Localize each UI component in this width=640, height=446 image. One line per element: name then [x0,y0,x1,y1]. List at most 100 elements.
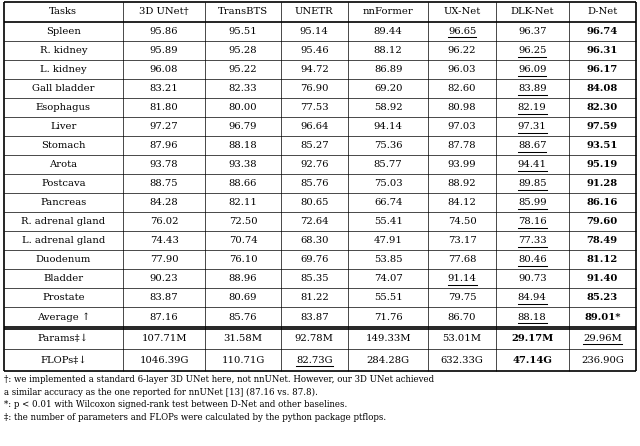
Text: 82.11: 82.11 [228,198,257,207]
Text: 96.31: 96.31 [587,46,618,55]
Text: 53.85: 53.85 [374,255,403,264]
Text: R. adrenal gland: R. adrenal gland [21,217,106,226]
Text: 29.96M: 29.96M [583,334,621,343]
Text: 81.80: 81.80 [150,103,179,112]
Text: D-Net: D-Net [587,8,618,17]
Text: Pancreas: Pancreas [40,198,86,207]
Text: 96.64: 96.64 [300,122,328,131]
Text: 91.14: 91.14 [447,274,477,283]
Text: 96.09: 96.09 [518,65,547,74]
Text: L. kidney: L. kidney [40,65,86,74]
Text: 80.98: 80.98 [448,103,476,112]
Text: 78.16: 78.16 [518,217,547,226]
Text: 86.89: 86.89 [374,65,403,74]
Text: 85.77: 85.77 [374,160,403,169]
Text: 96.22: 96.22 [448,46,476,55]
Text: 95.28: 95.28 [228,46,257,55]
Text: 86.16: 86.16 [587,198,618,207]
Text: a similar accuracy as the one reported for nnUNet [13] (87.16 vs. 87.8).: a similar accuracy as the one reported f… [4,388,318,396]
Text: 97.59: 97.59 [587,122,618,131]
Text: 85.35: 85.35 [300,274,328,283]
Text: 88.92: 88.92 [448,179,476,188]
Text: R. kidney: R. kidney [40,46,87,55]
Text: 47.14G: 47.14G [512,355,552,364]
Text: 87.96: 87.96 [150,141,179,150]
Text: 94.41: 94.41 [518,160,547,169]
Text: 95.19: 95.19 [587,160,618,169]
Text: 85.27: 85.27 [300,141,328,150]
Text: 83.21: 83.21 [150,84,179,93]
Text: 89.01*: 89.01* [584,313,621,322]
Text: 87.16: 87.16 [150,313,179,322]
Text: 97.03: 97.03 [448,122,476,131]
Text: 88.66: 88.66 [229,179,257,188]
Text: 96.37: 96.37 [518,27,547,36]
Text: L. adrenal gland: L. adrenal gland [22,236,105,245]
Text: nnFormer: nnFormer [363,8,413,17]
Text: 79.60: 79.60 [587,217,618,226]
Text: 1046.39G: 1046.39G [140,355,189,364]
Text: 31.58M: 31.58M [223,334,262,343]
Text: 149.33M: 149.33M [365,334,411,343]
Text: 53.01M: 53.01M [443,334,482,343]
Text: 96.08: 96.08 [150,65,179,74]
Text: 93.51: 93.51 [587,141,618,150]
Text: 86.70: 86.70 [448,313,476,322]
Text: 75.03: 75.03 [374,179,403,188]
Text: 83.87: 83.87 [300,313,328,322]
Text: 77.33: 77.33 [518,236,547,245]
Text: 88.18: 88.18 [228,141,257,150]
Text: UNETR: UNETR [295,8,333,17]
Text: 90.73: 90.73 [518,274,547,283]
Text: 88.96: 88.96 [228,274,257,283]
Text: Esophagus: Esophagus [36,103,91,112]
Text: 97.31: 97.31 [518,122,547,131]
Text: 82.73G: 82.73G [296,355,333,364]
Text: 91.40: 91.40 [587,274,618,283]
Text: 84.12: 84.12 [447,198,477,207]
Text: 81.22: 81.22 [300,293,328,302]
Text: 83.89: 83.89 [518,84,547,93]
Text: 80.00: 80.00 [228,103,257,112]
Text: 83.87: 83.87 [150,293,179,302]
Text: 96.25: 96.25 [518,46,547,55]
Text: 68.30: 68.30 [300,236,328,245]
Text: TransBTS: TransBTS [218,8,268,17]
Text: 71.76: 71.76 [374,313,403,322]
Text: 96.03: 96.03 [448,65,476,74]
Text: 236.90G: 236.90G [581,355,624,364]
Text: DLK-Net: DLK-Net [511,8,554,17]
Text: 77.90: 77.90 [150,255,179,264]
Text: 73.17: 73.17 [448,236,476,245]
Text: 75.36: 75.36 [374,141,403,150]
Text: 29.17M: 29.17M [511,334,554,343]
Text: 80.69: 80.69 [228,293,257,302]
Text: 70.74: 70.74 [228,236,257,245]
Text: UX-Net: UX-Net [444,8,481,17]
Text: Bladder: Bladder [44,274,83,283]
Text: 93.78: 93.78 [150,160,179,169]
Text: 284.28G: 284.28G [367,355,410,364]
Text: 69.20: 69.20 [374,84,403,93]
Text: 82.30: 82.30 [587,103,618,112]
Text: 77.53: 77.53 [300,103,328,112]
Text: 80.46: 80.46 [518,255,547,264]
Text: 88.67: 88.67 [518,141,547,150]
Text: 94.72: 94.72 [300,65,328,74]
Text: Stomach: Stomach [41,141,86,150]
Text: 91.28: 91.28 [587,179,618,188]
Text: 92.78M: 92.78M [295,334,333,343]
Text: 95.89: 95.89 [150,46,179,55]
Text: Liver: Liver [50,122,77,131]
Text: 95.51: 95.51 [228,27,257,36]
Text: 89.44: 89.44 [374,27,403,36]
Text: Spleen: Spleen [46,27,81,36]
Text: 87.78: 87.78 [448,141,476,150]
Text: 76.90: 76.90 [300,84,328,93]
Text: 95.22: 95.22 [228,65,257,74]
Text: 81.12: 81.12 [587,255,618,264]
Text: 76.10: 76.10 [228,255,257,264]
Text: 89.85: 89.85 [518,179,547,188]
Text: 95.46: 95.46 [300,46,328,55]
Text: 72.64: 72.64 [300,217,328,226]
